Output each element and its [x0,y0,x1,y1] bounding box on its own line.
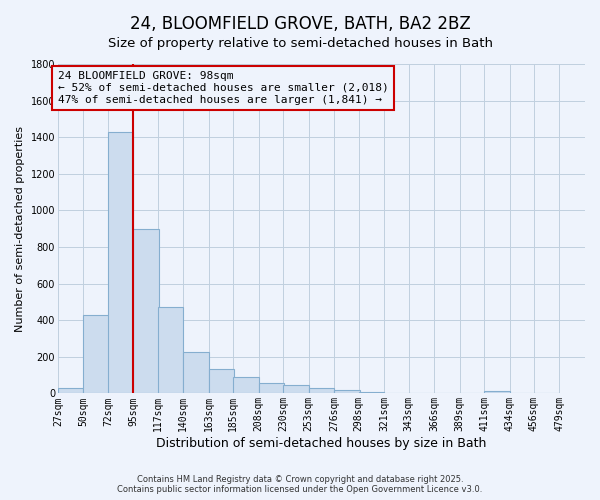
Text: Size of property relative to semi-detached houses in Bath: Size of property relative to semi-detach… [107,38,493,51]
Bar [384,392,410,394]
Bar [359,392,384,394]
Text: 24, BLOOMFIELD GROVE, BATH, BA2 2BZ: 24, BLOOMFIELD GROVE, BATH, BA2 2BZ [130,15,470,33]
Bar [158,308,184,394]
Bar [409,393,434,394]
Bar [209,368,235,394]
Bar [184,352,209,394]
Y-axis label: Number of semi-detached properties: Number of semi-detached properties [15,126,25,332]
Bar [309,388,334,394]
Bar [108,132,133,394]
Bar [233,377,259,394]
X-axis label: Distribution of semi-detached houses by size in Bath: Distribution of semi-detached houses by … [156,437,487,450]
Bar [334,390,360,394]
Text: Contains HM Land Registry data © Crown copyright and database right 2025.
Contai: Contains HM Land Registry data © Crown c… [118,474,482,494]
Bar [83,314,109,394]
Bar [58,388,83,394]
Bar [133,228,159,394]
Bar [283,385,309,394]
Bar [484,390,509,394]
Bar [259,384,284,394]
Text: 24 BLOOMFIELD GROVE: 98sqm
← 52% of semi-detached houses are smaller (2,018)
47%: 24 BLOOMFIELD GROVE: 98sqm ← 52% of semi… [58,72,389,104]
